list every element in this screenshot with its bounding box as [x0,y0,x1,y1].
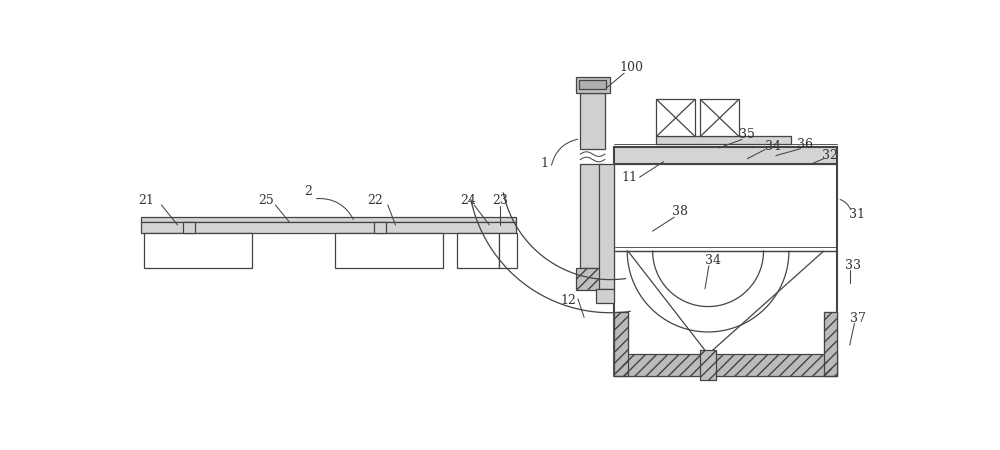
Bar [596,289,614,303]
Text: 38: 38 [672,205,688,218]
Bar [656,136,791,144]
Text: 22: 22 [368,194,383,207]
Text: 25: 25 [258,194,274,207]
Bar [700,99,739,136]
Bar [614,312,628,376]
Polygon shape [614,312,628,376]
Text: 37: 37 [850,312,865,325]
Bar [614,164,837,376]
Text: 23: 23 [492,194,508,207]
Text: 11: 11 [622,171,638,184]
Bar [614,147,837,164]
Text: 33: 33 [845,259,861,272]
Bar [700,351,716,380]
Bar [144,233,252,268]
Text: 36: 36 [797,138,813,151]
Text: 21: 21 [138,194,154,207]
Text: 34: 34 [705,254,721,267]
Bar [576,77,610,93]
Text: 2: 2 [305,184,312,198]
Bar [656,99,695,136]
Text: 1: 1 [541,157,549,170]
Bar [599,164,614,289]
Text: 12: 12 [560,294,576,307]
Text: 24: 24 [460,194,476,207]
Bar [335,233,443,268]
Bar [141,217,516,222]
Polygon shape [824,312,837,376]
Bar [580,93,605,148]
Text: 31: 31 [849,207,865,220]
Text: 35: 35 [739,128,755,141]
Bar [579,80,606,90]
Text: 32: 32 [822,149,838,162]
Bar [374,222,386,233]
Bar [580,164,605,268]
Bar [183,222,195,233]
Bar [614,354,837,376]
Bar [824,312,837,376]
Bar [576,268,610,290]
Text: 100: 100 [620,61,644,74]
Text: 34: 34 [765,140,781,153]
Bar [457,233,499,268]
Bar [141,222,516,233]
Bar [499,233,517,268]
